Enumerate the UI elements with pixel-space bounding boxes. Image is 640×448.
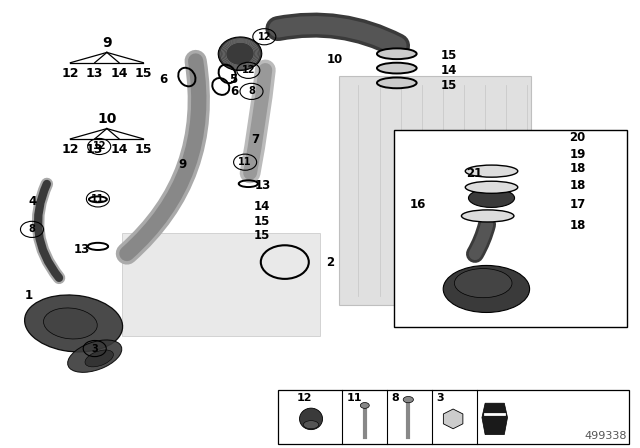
Text: 15: 15 [253,215,270,228]
Ellipse shape [377,78,417,88]
Ellipse shape [85,350,113,367]
Ellipse shape [377,48,417,59]
Text: 12: 12 [92,142,106,151]
Ellipse shape [218,37,262,70]
Text: 15: 15 [134,66,152,80]
Text: 12: 12 [296,393,312,403]
Polygon shape [482,403,508,435]
Text: 1: 1 [25,289,33,302]
Ellipse shape [24,295,123,352]
Ellipse shape [303,421,319,429]
FancyArrowPatch shape [250,70,266,173]
Ellipse shape [68,340,122,372]
Text: 15: 15 [253,228,270,242]
Text: 21: 21 [466,167,482,180]
Text: 17: 17 [570,198,586,211]
Text: 8: 8 [248,86,255,96]
Text: 18: 18 [570,219,586,233]
Text: 12: 12 [241,65,255,75]
Text: 7: 7 [252,133,260,146]
Polygon shape [122,233,320,336]
Text: 2: 2 [326,255,335,269]
Text: 11: 11 [238,157,252,167]
FancyArrowPatch shape [127,61,199,254]
Text: 18: 18 [570,162,586,176]
Text: 14: 14 [110,142,128,156]
Text: 8: 8 [392,393,399,403]
FancyBboxPatch shape [394,130,627,327]
Text: 8: 8 [29,224,35,234]
FancyArrowPatch shape [38,184,59,278]
FancyArrowPatch shape [278,25,397,46]
FancyArrowPatch shape [475,224,487,254]
Ellipse shape [403,396,413,403]
Text: 12: 12 [257,32,271,42]
Ellipse shape [360,402,369,409]
Text: 4: 4 [29,195,37,208]
Text: 11: 11 [347,393,362,403]
FancyArrowPatch shape [38,184,59,278]
Ellipse shape [468,189,515,207]
Text: 10: 10 [326,52,342,66]
Ellipse shape [300,408,323,430]
FancyBboxPatch shape [278,390,629,444]
Ellipse shape [461,210,514,222]
Text: 15: 15 [440,49,457,62]
Text: 5: 5 [229,73,237,86]
FancyArrowPatch shape [475,224,487,254]
Text: 15: 15 [440,78,457,92]
Text: 14: 14 [440,64,457,77]
Text: 15: 15 [134,142,152,156]
Text: 3: 3 [92,344,98,353]
FancyArrowPatch shape [127,61,199,254]
Text: 6: 6 [159,73,168,86]
Ellipse shape [44,308,97,339]
Ellipse shape [454,269,512,298]
Text: 20: 20 [570,131,586,144]
Text: 6: 6 [230,85,239,98]
Text: 16: 16 [410,198,426,211]
Ellipse shape [465,181,518,194]
Text: 9: 9 [178,158,186,172]
Text: 13: 13 [74,243,90,256]
Text: 12: 12 [61,142,79,156]
Text: 13: 13 [86,142,104,156]
Text: 3: 3 [436,393,444,403]
Text: 12: 12 [61,66,79,80]
Text: 13: 13 [86,66,104,80]
Text: 19: 19 [570,147,586,161]
Polygon shape [339,76,531,305]
Text: 499338: 499338 [585,431,627,441]
Polygon shape [444,409,463,429]
Text: 13: 13 [255,179,271,193]
Text: 18: 18 [570,179,586,192]
FancyArrowPatch shape [278,25,397,46]
Ellipse shape [443,265,530,313]
Text: 14: 14 [110,66,128,80]
Text: 10: 10 [97,112,116,126]
FancyArrowPatch shape [250,70,266,173]
Text: 11: 11 [91,194,105,204]
Text: 9: 9 [102,35,112,50]
Ellipse shape [465,165,518,177]
Text: 14: 14 [253,200,270,214]
Ellipse shape [377,63,417,73]
